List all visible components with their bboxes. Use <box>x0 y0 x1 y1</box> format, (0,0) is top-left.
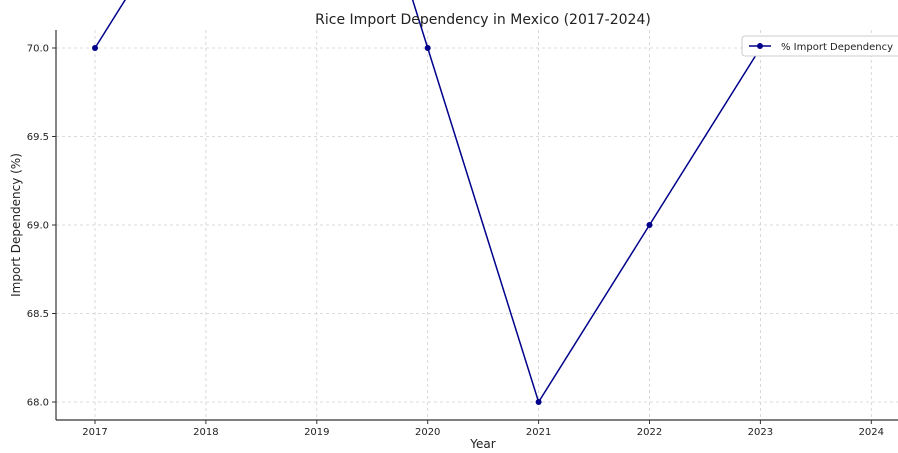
chart-title: Rice Import Dependency in Mexico (2017-2… <box>315 12 651 28</box>
y-ticks: 68.068.569.069.570.070.571.071.572.0 <box>27 44 56 409</box>
y-axis-label: Import Dependency (%) <box>9 153 23 297</box>
y-tick-label: 68.5 <box>27 309 49 320</box>
x-axis-label: Year <box>469 437 495 449</box>
series-line <box>94 0 872 404</box>
y-tick-label: 69.5 <box>27 132 49 143</box>
x-tick-label: 2022 <box>637 427 662 438</box>
data-point <box>535 399 542 405</box>
x-ticks: 2017 2018 2019 2020 2021 2022 2023 2024 <box>82 420 884 438</box>
x-tick-label: 2018 <box>193 427 218 438</box>
data-point <box>646 222 653 228</box>
x-tick-label: 2017 <box>82 427 107 438</box>
data-point <box>424 45 431 51</box>
grid <box>56 30 898 420</box>
legend: % Import Dependency <box>741 35 898 57</box>
x-tick-label: 2021 <box>526 427 551 438</box>
legend-box <box>741 35 898 57</box>
y-tick-label: 69.0 <box>27 221 49 232</box>
x-tick-label: 2023 <box>748 427 773 438</box>
x-tick-label: 2019 <box>304 427 329 438</box>
y-tick-label: 70.0 <box>27 44 49 55</box>
x-tick-label: 2020 <box>415 427 440 438</box>
data-point <box>92 45 98 51</box>
legend-label: % Import Dependency <box>781 42 893 53</box>
legend-marker-icon <box>757 43 763 49</box>
x-tick-label: 2024 <box>859 427 884 438</box>
series <box>92 0 875 405</box>
y-tick-label: 68.0 <box>27 398 49 409</box>
